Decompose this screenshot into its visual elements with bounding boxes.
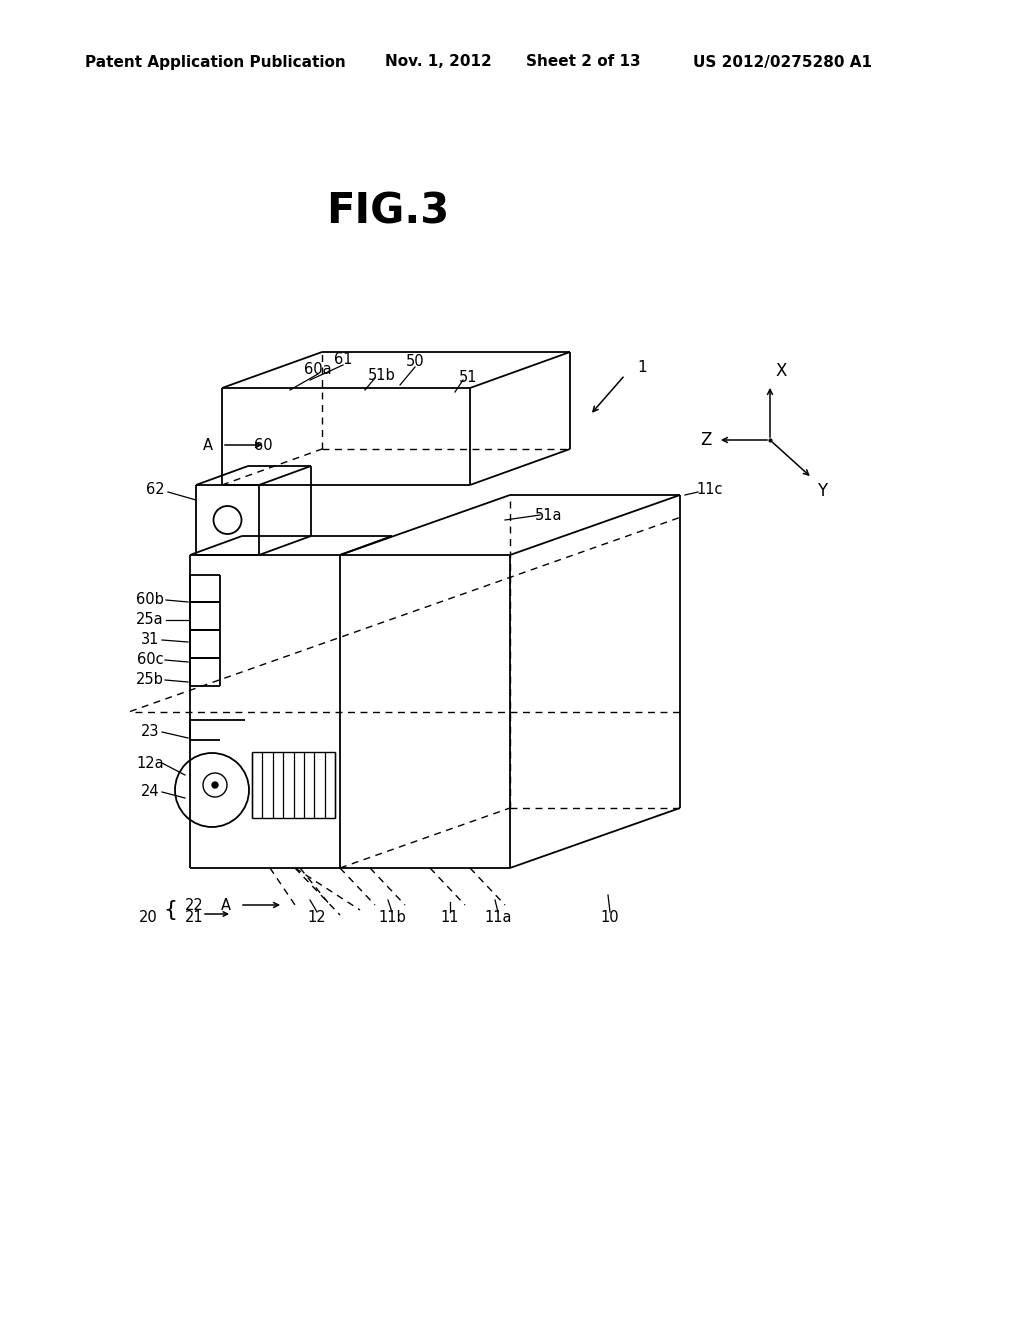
Text: 31: 31 bbox=[141, 632, 159, 648]
Text: 24: 24 bbox=[140, 784, 160, 800]
Text: Sheet 2 of 13: Sheet 2 of 13 bbox=[526, 54, 641, 70]
Text: 50: 50 bbox=[406, 355, 424, 370]
Text: A: A bbox=[221, 898, 231, 912]
Text: 21: 21 bbox=[185, 909, 204, 924]
Text: 25a: 25a bbox=[136, 612, 164, 627]
Text: 11c: 11c bbox=[696, 483, 723, 498]
Text: 22: 22 bbox=[185, 898, 204, 912]
Text: 23: 23 bbox=[140, 725, 160, 739]
Text: 60b: 60b bbox=[136, 593, 164, 607]
Text: 51a: 51a bbox=[536, 507, 563, 523]
Text: 11: 11 bbox=[440, 909, 459, 924]
Text: X: X bbox=[775, 362, 786, 380]
Text: 12: 12 bbox=[307, 909, 327, 924]
Text: 60a: 60a bbox=[304, 363, 332, 378]
Text: 51: 51 bbox=[459, 371, 477, 385]
Text: Y: Y bbox=[817, 482, 827, 500]
Text: Z: Z bbox=[700, 432, 712, 449]
Text: FIG.3: FIG.3 bbox=[327, 191, 450, 234]
Text: 1: 1 bbox=[637, 360, 646, 375]
Text: 11a: 11a bbox=[484, 909, 512, 924]
Text: 60: 60 bbox=[254, 437, 272, 453]
Text: 20: 20 bbox=[139, 909, 158, 924]
Text: Patent Application Publication: Patent Application Publication bbox=[85, 54, 346, 70]
Text: 11b: 11b bbox=[378, 909, 406, 924]
Text: 12a: 12a bbox=[136, 755, 164, 771]
Text: 51b: 51b bbox=[368, 367, 396, 383]
Text: 61: 61 bbox=[334, 352, 352, 367]
Text: 62: 62 bbox=[145, 483, 164, 498]
Text: A: A bbox=[203, 437, 213, 453]
Text: 60c: 60c bbox=[136, 652, 163, 668]
Text: US 2012/0275280 A1: US 2012/0275280 A1 bbox=[693, 54, 872, 70]
Text: {: { bbox=[163, 900, 177, 920]
Circle shape bbox=[212, 781, 218, 788]
Text: 25b: 25b bbox=[136, 672, 164, 688]
Text: 10: 10 bbox=[601, 909, 620, 924]
Text: Nov. 1, 2012: Nov. 1, 2012 bbox=[385, 54, 492, 70]
